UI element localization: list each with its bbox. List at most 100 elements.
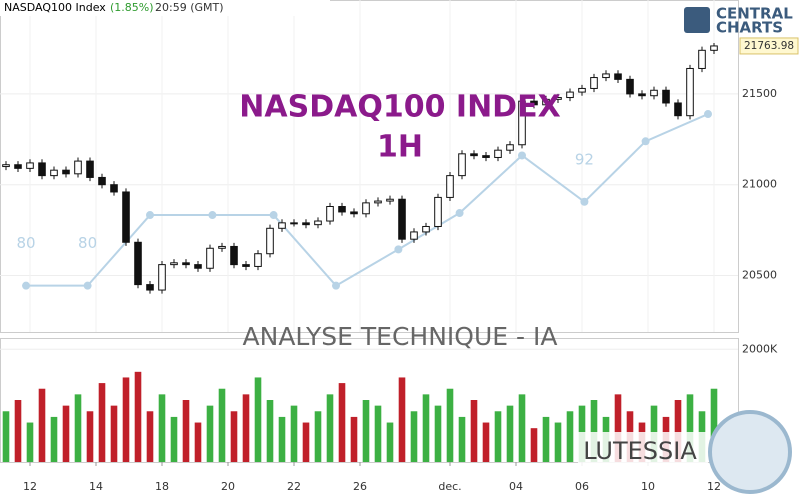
volume-bar — [38, 388, 46, 462]
volume-bar — [254, 377, 262, 462]
indicator-point — [269, 211, 278, 220]
volume-bar — [146, 411, 154, 462]
candle-body — [422, 225, 430, 233]
candle-body — [638, 93, 646, 97]
last-price-box — [739, 37, 799, 55]
volume-bar — [218, 388, 226, 462]
candle-body — [326, 206, 334, 222]
volume-bar — [206, 405, 214, 462]
indicator-point — [394, 245, 403, 254]
x-tick-label: 06 — [575, 480, 589, 493]
indicator-point — [518, 151, 526, 160]
candle-body — [398, 198, 406, 240]
indicator-point — [208, 211, 217, 220]
candle-body — [254, 253, 262, 267]
candle-body — [386, 198, 394, 202]
volume-bar — [266, 400, 274, 462]
candle-body — [518, 100, 526, 146]
volume-bar — [50, 416, 58, 462]
x-tick-label: 12 — [23, 480, 37, 493]
candle-body — [38, 162, 46, 177]
candle-body — [350, 211, 358, 215]
indicator-label: 80 — [78, 234, 97, 252]
candle-body — [602, 73, 610, 79]
candle-body — [110, 184, 118, 193]
volume-bar — [506, 405, 514, 462]
volume-bar — [98, 383, 106, 462]
candle-body — [410, 231, 418, 240]
volume-bar — [554, 422, 562, 462]
candle-body — [242, 264, 250, 267]
indicator-point — [580, 197, 589, 206]
volume-pane — [0, 338, 739, 463]
volume-bar — [26, 422, 34, 462]
candle-body — [662, 89, 670, 104]
candle-body — [686, 67, 694, 117]
candle-body — [14, 164, 22, 169]
candle-body — [266, 227, 274, 255]
candle-body — [566, 91, 574, 99]
x-tick-label: 20 — [221, 480, 235, 493]
volume-bar — [590, 400, 598, 462]
candle-body — [482, 155, 490, 158]
volume-bar — [410, 411, 418, 462]
indicator-point — [704, 110, 712, 119]
candle-body — [134, 241, 142, 286]
brand: LUTESSIA — [583, 437, 697, 465]
volume-bar — [470, 400, 478, 462]
volume-bar — [158, 394, 166, 462]
candle-body — [278, 222, 286, 229]
y-tick-label: 2000K — [742, 342, 778, 355]
candle-body — [218, 245, 226, 249]
volume-bar — [194, 422, 202, 462]
candle-body — [98, 176, 106, 186]
indicator-point — [455, 209, 464, 218]
volume-bar — [350, 416, 358, 462]
volume-bar — [74, 394, 82, 462]
y-tick-label: 21000 — [742, 178, 777, 191]
volume-bar — [2, 411, 10, 462]
candle-body — [206, 247, 214, 269]
volume-bar — [686, 394, 694, 462]
candle-body — [374, 200, 382, 204]
candle-body — [710, 45, 718, 51]
volume-bar — [230, 411, 238, 462]
candle-body — [614, 73, 622, 80]
candle-body — [314, 220, 322, 226]
volume-bar — [566, 411, 574, 462]
volume-bar — [290, 405, 298, 462]
header-time: 20:59 (GMT) — [155, 1, 224, 14]
candle-body — [158, 264, 166, 291]
candle-body — [470, 153, 478, 157]
indicator-point — [146, 211, 154, 220]
candle-body — [194, 264, 202, 269]
x-tick-label: 26 — [353, 480, 367, 493]
candle-body — [698, 49, 706, 69]
volume-bar — [122, 377, 130, 462]
candle-body — [650, 89, 658, 97]
volume-bar — [302, 422, 310, 462]
volume-bar — [446, 388, 454, 462]
x-tick-label: 12 — [707, 480, 721, 493]
volume-bar — [530, 428, 538, 462]
volume-bar — [62, 405, 70, 462]
volume-bar — [518, 394, 526, 462]
avatar — [708, 410, 792, 494]
candle-body — [446, 175, 454, 198]
candle-body — [434, 196, 442, 227]
volume-bar — [434, 405, 442, 462]
volume-bar — [614, 394, 622, 462]
candle-body — [86, 160, 94, 178]
header-title: NASDAQ100 Index — [4, 1, 106, 14]
candle-body — [506, 144, 514, 151]
volume-bar — [242, 394, 250, 462]
volume-bar — [86, 411, 94, 462]
volume-bar — [338, 383, 346, 462]
candle-body — [2, 164, 10, 168]
indicator-line — [26, 113, 709, 287]
candle-body — [554, 97, 562, 100]
last-price-label: 21763.98 — [744, 40, 794, 52]
brand-box — [578, 432, 708, 472]
volume-bar — [710, 388, 718, 462]
